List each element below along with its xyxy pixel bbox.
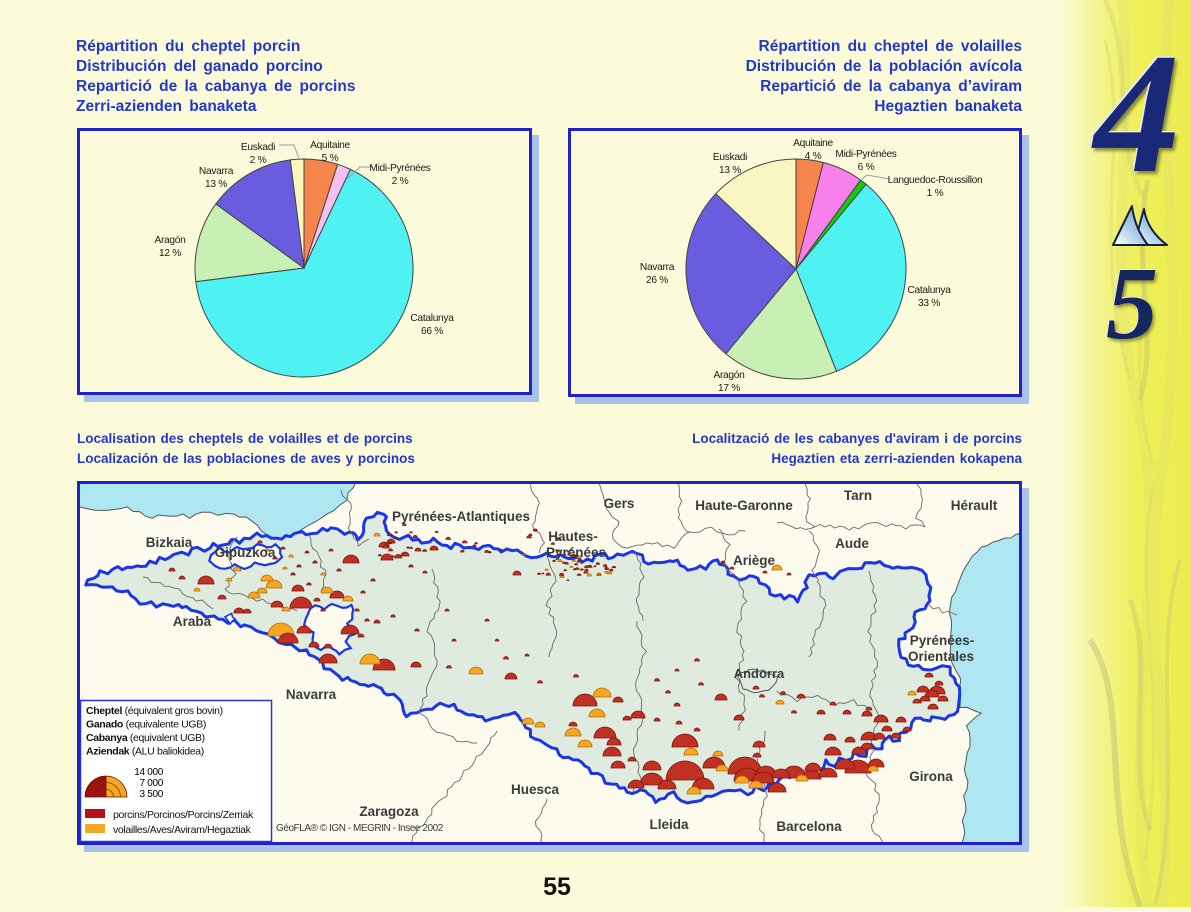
svg-text:Cabanya (equivalent UGB): Cabanya (equivalent UGB) (86, 732, 205, 744)
svg-text:Tarn: Tarn (844, 488, 872, 503)
svg-text:GéoFLA® © IGN - MEGRIN - Insee: GéoFLA® © IGN - MEGRIN - Insee 2002 (276, 823, 444, 834)
svg-text:66 %: 66 % (421, 326, 443, 337)
svg-text:6 %: 6 % (858, 162, 875, 173)
svg-text:Orientales: Orientales (908, 649, 974, 664)
svg-text:13 %: 13 % (205, 179, 227, 190)
svg-text:Navarra: Navarra (640, 262, 675, 273)
svg-text:Haute-Garonne: Haute-Garonne (695, 498, 793, 513)
svg-text:13 %: 13 % (719, 165, 741, 176)
svg-text:33 %: 33 % (918, 298, 940, 309)
svg-text:Euskadi: Euskadi (241, 142, 275, 153)
svg-text:12 %: 12 % (159, 248, 181, 259)
svg-text:porcins/Porcinos/Porcins/Zerri: porcins/Porcinos/Porcins/Zerriak (113, 809, 254, 821)
svg-text:Andorra: Andorra (734, 666, 785, 681)
svg-text:Pyrénées-: Pyrénées- (910, 633, 975, 648)
svg-text:2 %: 2 % (250, 155, 267, 166)
svg-text:Bizkaia: Bizkaia (146, 535, 193, 550)
svg-text:Girona: Girona (909, 769, 953, 784)
svg-text:Midi-Pyrénées: Midi-Pyrénées (835, 149, 896, 160)
svg-text:3 500: 3 500 (139, 789, 163, 800)
svg-text:Aragón: Aragón (154, 235, 185, 246)
svg-text:2 %: 2 % (392, 176, 409, 187)
svg-text:Ganado (equivalente UGB): Ganado (equivalente UGB) (86, 719, 206, 731)
svg-text:Aquitaine: Aquitaine (793, 138, 833, 149)
svg-text:Languedoc-Roussillon: Languedoc-Roussillon (888, 175, 983, 186)
svg-text:Catalunya: Catalunya (907, 285, 951, 296)
svg-text:4 %: 4 % (805, 151, 822, 162)
svg-text:Aude: Aude (835, 536, 869, 551)
svg-text:Cheptel (équivalent gros bovin: Cheptel (équivalent gros bovin) (86, 705, 223, 717)
svg-text:Lleida: Lleida (649, 817, 689, 832)
svg-text:26 %: 26 % (646, 275, 668, 286)
svg-text:Euskadi: Euskadi (713, 152, 747, 163)
svg-text:Pyrénées: Pyrénées (546, 545, 606, 560)
svg-text:7 000: 7 000 (139, 778, 163, 789)
svg-text:Navarra: Navarra (199, 166, 234, 177)
svg-text:volailles/Aves/Aviram/Hegaztia: volailles/Aves/Aviram/Hegaztiak (113, 824, 252, 836)
svg-text:Gipuzkoa: Gipuzkoa (215, 545, 276, 560)
svg-text:Ariège: Ariège (733, 553, 776, 568)
svg-text:Pyrénées-Atlantiques: Pyrénées-Atlantiques (392, 509, 530, 524)
svg-text:Gers: Gers (604, 496, 635, 511)
svg-text:Hautes-: Hautes- (548, 529, 598, 544)
svg-text:Barcelona: Barcelona (776, 819, 842, 834)
svg-text:1 %: 1 % (927, 188, 944, 199)
svg-text:Navarra: Navarra (286, 687, 337, 702)
svg-text:Aziendak (ALU baliokidea): Aziendak (ALU baliokidea) (86, 746, 204, 758)
svg-text:Aquitaine: Aquitaine (310, 140, 350, 151)
svg-text:Hérault: Hérault (951, 498, 998, 513)
svg-text:Midi-Pyrénées: Midi-Pyrénées (369, 163, 430, 174)
svg-text:Catalunya: Catalunya (410, 313, 454, 324)
svg-text:Araba: Araba (173, 614, 212, 629)
svg-text:Huesca: Huesca (511, 782, 560, 797)
svg-text:14 000: 14 000 (134, 767, 164, 778)
svg-text:Aragón: Aragón (713, 370, 744, 381)
svg-text:5 %: 5 % (322, 153, 339, 164)
svg-text:Zaragoza: Zaragoza (359, 804, 419, 819)
svg-text:17 %: 17 % (718, 383, 740, 394)
